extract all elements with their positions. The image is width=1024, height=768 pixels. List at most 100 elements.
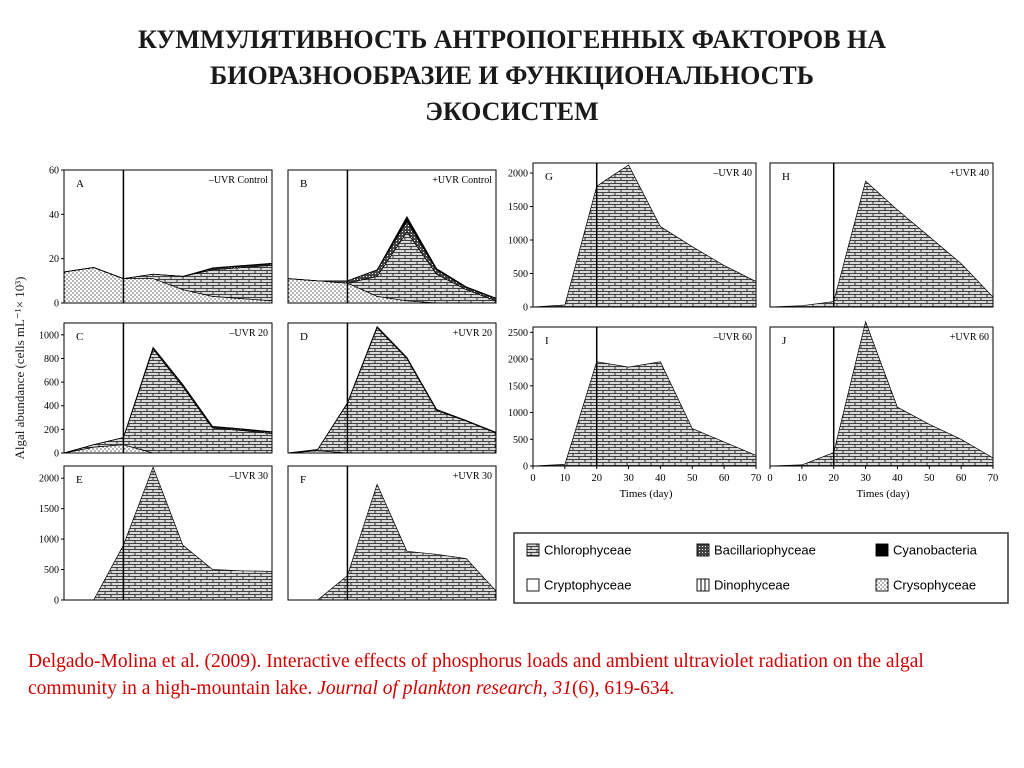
- legend-swatch: [696, 578, 710, 592]
- legend-box: [513, 532, 1009, 604]
- panel-h: H +UVR 40: [769, 162, 994, 308]
- area-chlorophyceae-f: [288, 483, 497, 601]
- panel-a: A –UVR Control 0 20 40 60: [49, 166, 273, 310]
- y-tick-label: 1500: [508, 202, 528, 213]
- x-tick-label: 10: [797, 473, 808, 484]
- slide-title: КУММУЛЯТИВНОСТЬ АНТРОПОГЕННЫХ ФАКТОРОВ Н…: [0, 22, 1024, 130]
- y-tick-label: 40: [49, 210, 59, 221]
- x-tick-label: 60: [719, 473, 730, 484]
- y-axis-label: Algal abundance (cells mL⁻¹× 10³): [12, 277, 27, 460]
- x-tick-label: 50: [687, 473, 698, 484]
- panel-c: C –UVR 20 0 200 400 600 800 1000: [39, 322, 273, 460]
- citation: Delgado-Molina et al. (2009). Interactiv…: [28, 648, 1003, 702]
- panel-condition-label: +UVR Control: [432, 175, 492, 186]
- panel-frame: [532, 162, 757, 308]
- y-tick-label: 400: [44, 401, 59, 412]
- panel-d: D +UVR 20: [287, 322, 497, 454]
- area-chlorophyceae-c: [63, 348, 273, 454]
- panel-condition-label: +UVR 40: [950, 168, 989, 179]
- citation-text: Delgado-Molina et al. (2009). Interactiv…: [28, 651, 924, 699]
- legend-item-dinophyceae: Dinophyceae: [696, 578, 790, 593]
- panel-frame: [287, 322, 497, 454]
- panel-letter: G: [545, 171, 553, 183]
- y-tick-label: 1500: [39, 504, 59, 515]
- legend-label: Crysophyceae: [893, 578, 976, 593]
- x-axis-label-g: Times (day): [619, 488, 672, 500]
- y-tick-label: 1000: [508, 408, 528, 419]
- y-tick-label: 1500: [508, 381, 528, 392]
- panel-letter: E: [76, 474, 83, 486]
- y-tick-label: 500: [44, 565, 59, 576]
- panel-condition-label: –UVR 20: [228, 328, 268, 339]
- y-tick-label: 60: [49, 166, 59, 177]
- panel-e: E –UVR 30 0 500 1000 1500 2000: [39, 465, 273, 607]
- x-tick-label: 50: [924, 473, 935, 484]
- panel-frame: [63, 322, 273, 454]
- panel-frame: [63, 465, 273, 601]
- x-tick-label: 60: [956, 473, 967, 484]
- legend-swatch: [875, 543, 889, 557]
- panel-condition-label: –UVR 30: [228, 471, 268, 482]
- algal-abundance-figure: A –UVR Control 0 20 40 60 B +UVR Control C –UVR 2…: [12, 162, 1009, 607]
- panel-condition-label: –UVR 40: [712, 168, 752, 179]
- y-tick-label: 600: [44, 378, 59, 389]
- citation-rest: (6), 619-634.: [571, 678, 675, 699]
- panel-frame: [769, 162, 994, 308]
- x-tick-label: 10: [560, 473, 571, 484]
- area-chlorophyceae-i: [532, 361, 757, 467]
- legend-swatch: [526, 578, 540, 592]
- panel-letter: B: [300, 178, 307, 190]
- title-line: КУММУЛЯТИВНОСТЬ АНТРОПОГЕННЫХ ФАКТОРОВ Н…: [138, 25, 886, 54]
- x-tick-label: 30: [623, 473, 634, 484]
- legend-label: Chlorophyceae: [544, 543, 631, 558]
- panel-condition-label: +UVR 30: [453, 471, 492, 482]
- panel-j: J +UVR 60 0 10 20 30 40 50 60 70: [767, 320, 999, 484]
- panel-frame: [532, 326, 757, 467]
- title-line: ЭКОСИСТЕМ: [425, 97, 599, 126]
- x-tick-label: 30: [860, 473, 871, 484]
- y-tick-label: 0: [54, 596, 59, 607]
- y-tick-label: 200: [44, 425, 59, 436]
- panel-frame: [287, 169, 497, 304]
- x-tick-label: 0: [530, 473, 535, 484]
- citation-volume: 31: [552, 678, 572, 699]
- y-tick-label: 500: [513, 269, 528, 280]
- legend-item-chlorophyceae: Chlorophyceae: [526, 543, 631, 558]
- panel-letter: J: [782, 335, 787, 347]
- y-tick-label: 2000: [39, 474, 59, 485]
- panel-g: G –UVR 40 0 500 1000 1500 2000: [508, 162, 757, 314]
- y-tick-label: 0: [523, 462, 528, 473]
- legend-swatch: [526, 543, 540, 557]
- panel-b: B +UVR Control: [287, 169, 497, 304]
- legend-label: Cryptophyceae: [544, 578, 631, 593]
- x-tick-label: 20: [828, 473, 839, 484]
- y-tick-label: 1000: [508, 236, 528, 247]
- panel-f: F +UVR 30: [287, 465, 497, 601]
- legend-item-crysophyceae: Crysophyceae: [875, 578, 976, 593]
- area-chlorophyceae-g: [532, 164, 757, 308]
- y-tick-label: 20: [49, 254, 59, 265]
- panel-condition-label: +UVR 20: [453, 328, 492, 339]
- x-tick-label: 0: [767, 473, 772, 484]
- x-tick-label: 40: [892, 473, 903, 484]
- legend-item-bacillariophyceae: Bacillariophyceae: [696, 543, 816, 558]
- legend-swatch: [696, 543, 710, 557]
- panel-letter: I: [545, 335, 549, 347]
- y-tick-label: 1000: [39, 535, 59, 546]
- panel-frame: [287, 465, 497, 601]
- x-tick-label: 20: [591, 473, 602, 484]
- x-tick-label: 70: [988, 473, 999, 484]
- legend-label: Cyanobacteria: [893, 543, 978, 558]
- panel-frame: [769, 326, 994, 467]
- y-tick-label: 0: [54, 449, 59, 460]
- y-tick-label: 2000: [508, 169, 528, 180]
- y-tick-label: 2500: [508, 328, 528, 339]
- area-chlorophyceae-h: [769, 180, 994, 308]
- panel-condition-label: +UVR 60: [950, 332, 989, 343]
- legend-label: Dinophyceae: [714, 578, 790, 593]
- panel-letter: F: [300, 474, 306, 486]
- legend-swatch: [875, 578, 889, 592]
- y-tick-label: 2000: [508, 355, 528, 366]
- panel-letter: A: [76, 178, 84, 190]
- citation-journal: Journal of plankton research: [317, 678, 543, 699]
